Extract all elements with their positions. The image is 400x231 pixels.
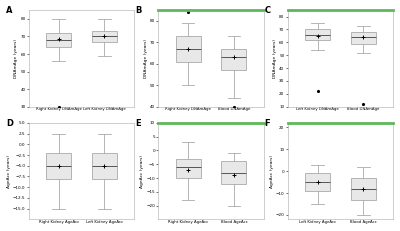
Text: E: E <box>135 119 141 128</box>
Text: D: D <box>6 119 13 128</box>
PathPatch shape <box>92 153 117 179</box>
Y-axis label: AgeAcc (years): AgeAcc (years) <box>7 155 11 188</box>
PathPatch shape <box>305 173 330 191</box>
Y-axis label: AgeAcc (years): AgeAcc (years) <box>270 155 274 188</box>
PathPatch shape <box>176 159 201 178</box>
PathPatch shape <box>46 33 71 47</box>
PathPatch shape <box>351 178 376 200</box>
Text: A: A <box>6 6 12 15</box>
PathPatch shape <box>221 49 246 70</box>
PathPatch shape <box>176 36 201 62</box>
Text: C: C <box>265 6 271 15</box>
Y-axis label: DNAmAge (years): DNAmAge (years) <box>14 39 18 78</box>
PathPatch shape <box>305 30 330 40</box>
PathPatch shape <box>92 31 117 42</box>
PathPatch shape <box>221 161 246 184</box>
PathPatch shape <box>46 153 71 179</box>
Text: B: B <box>135 6 142 15</box>
Y-axis label: DNAmAge (years): DNAmAge (years) <box>144 39 148 78</box>
PathPatch shape <box>351 32 376 44</box>
Y-axis label: DNAmAge (years): DNAmAge (years) <box>273 39 277 78</box>
Text: F: F <box>265 119 270 128</box>
Y-axis label: AgeAcc (years): AgeAcc (years) <box>140 155 144 188</box>
